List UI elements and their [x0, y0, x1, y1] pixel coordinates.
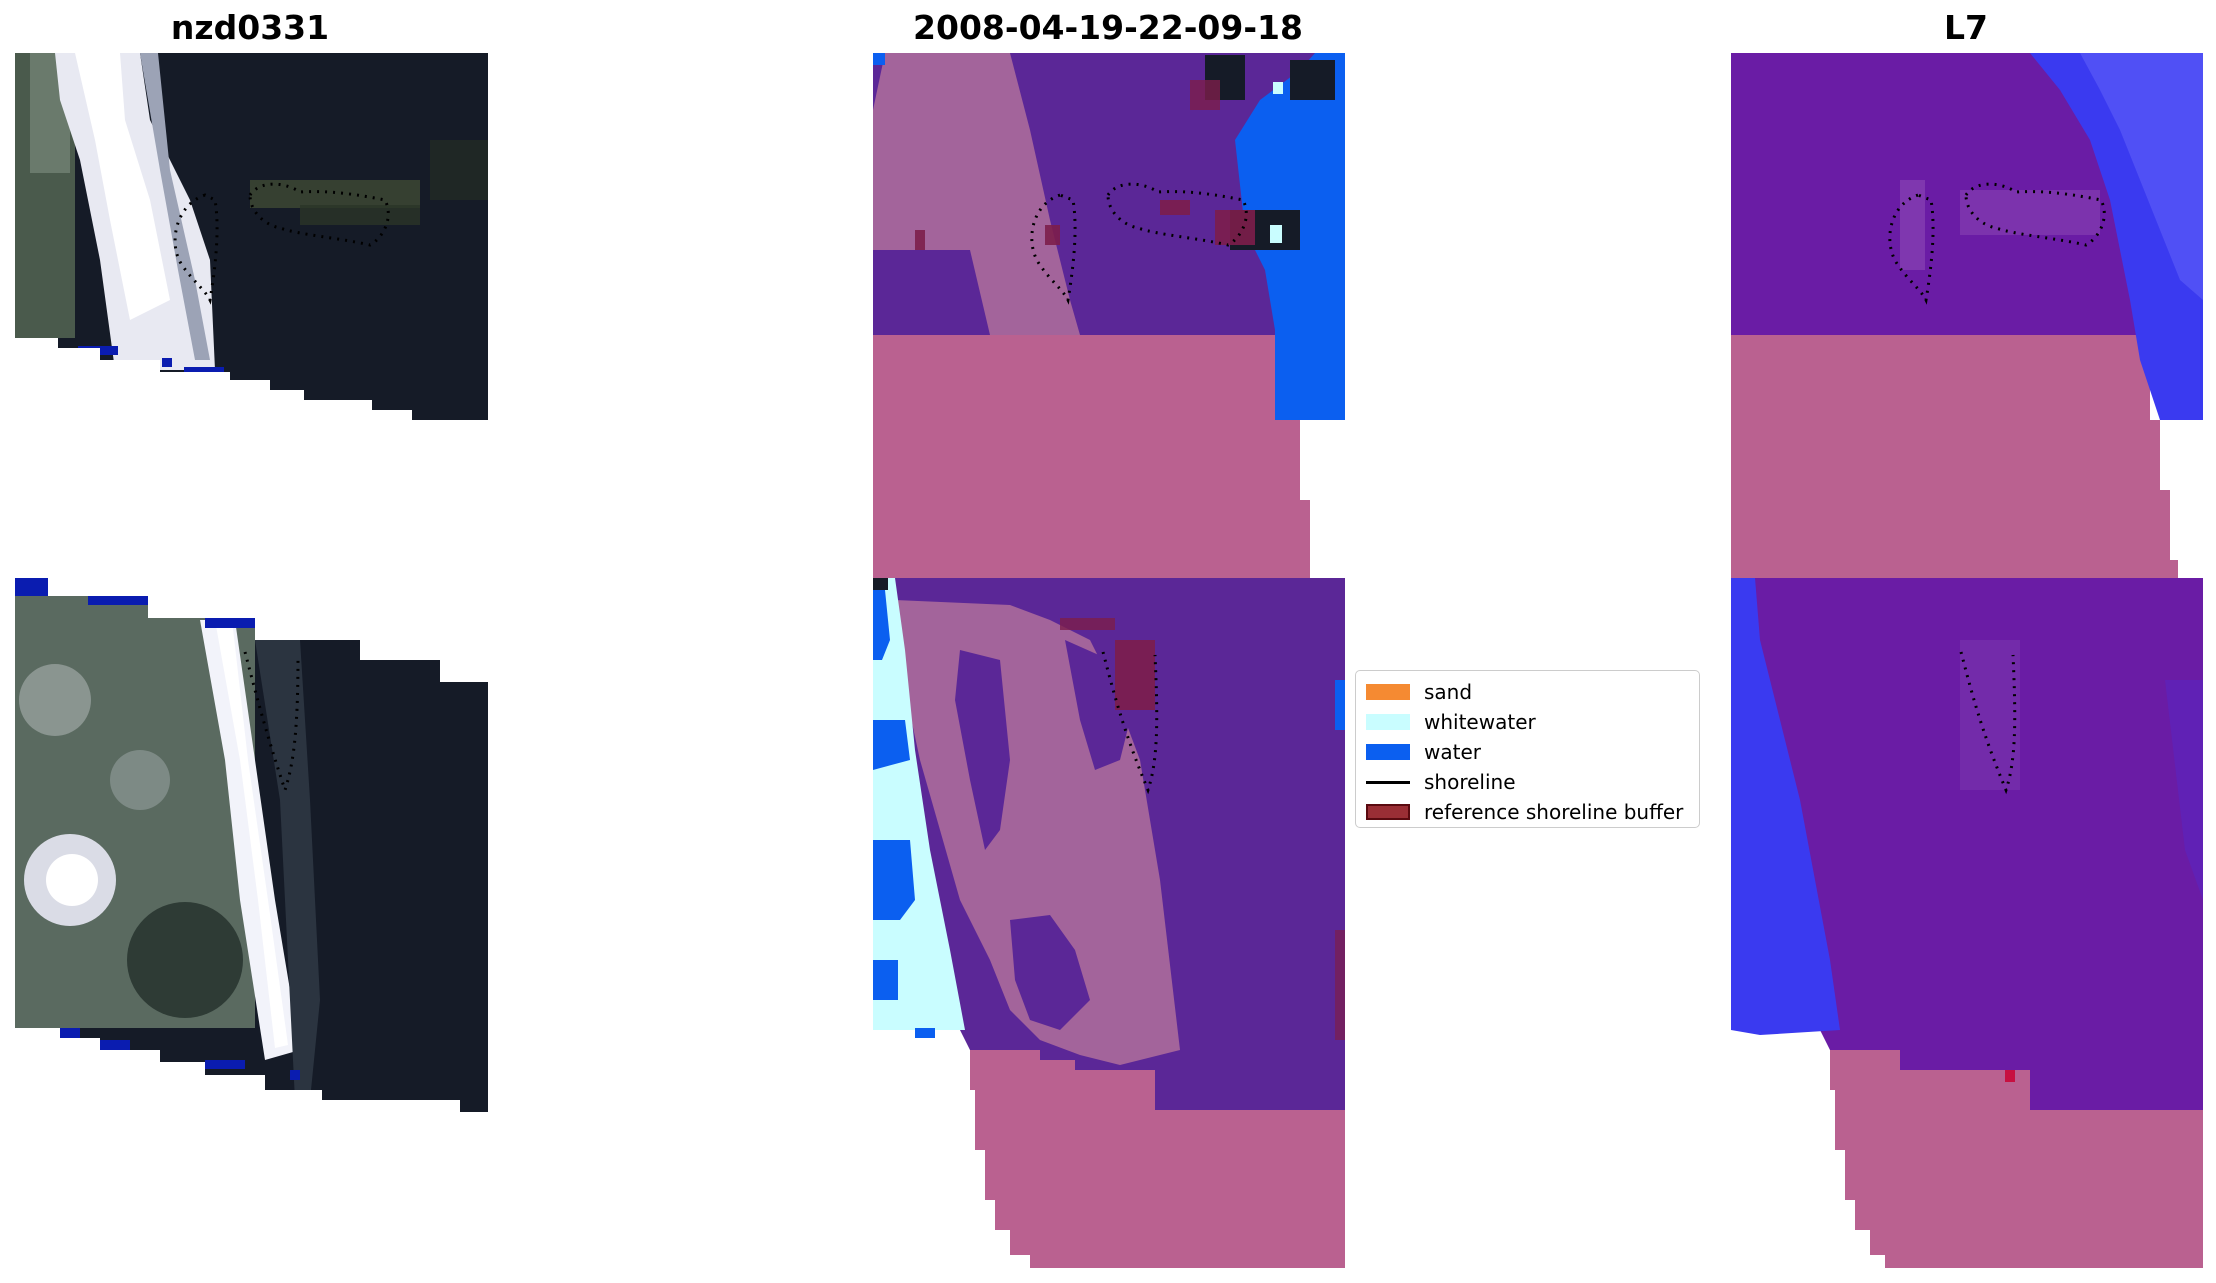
legend: sand whitewater water shoreline referenc…	[1355, 670, 1700, 828]
rgb-image-top	[15, 53, 488, 420]
legend-swatch-sand	[1366, 684, 1410, 700]
legend-label-sand: sand	[1424, 680, 1473, 704]
panel-title-date: 2008-04-19-22-09-18	[913, 8, 1303, 47]
legend-label-reference-shoreline-buffer: reference shoreline buffer	[1424, 800, 1684, 824]
panel-title-image-name: nzd0331	[170, 8, 330, 47]
legend-swatch-reference-shoreline-buffer	[1366, 804, 1410, 820]
legend-label-shoreline: shoreline	[1424, 770, 1516, 794]
reference-shoreline-right	[1888, 182, 2106, 795]
legend-item-sand: sand	[1366, 677, 1689, 707]
index-image	[1731, 53, 2203, 1268]
legend-line-shoreline	[1366, 780, 1410, 784]
panel-title-satellite: L7	[1944, 8, 1988, 47]
legend-item-water: water	[1366, 737, 1689, 767]
legend-label-whitewater: whitewater	[1424, 710, 1536, 734]
legend-item-shoreline: shoreline	[1366, 767, 1689, 797]
reference-shoreline-middle	[1030, 182, 1248, 795]
rgb-image-bottom	[15, 578, 488, 1112]
classified-image	[873, 53, 1345, 1268]
legend-item-whitewater: whitewater	[1366, 707, 1689, 737]
legend-swatch-water	[1366, 744, 1410, 760]
reference-shoreline-left	[173, 182, 390, 795]
legend-item-reference-shoreline-buffer: reference shoreline buffer	[1366, 797, 1689, 827]
legend-swatch-whitewater	[1366, 714, 1410, 730]
legend-label-water: water	[1424, 740, 1481, 764]
